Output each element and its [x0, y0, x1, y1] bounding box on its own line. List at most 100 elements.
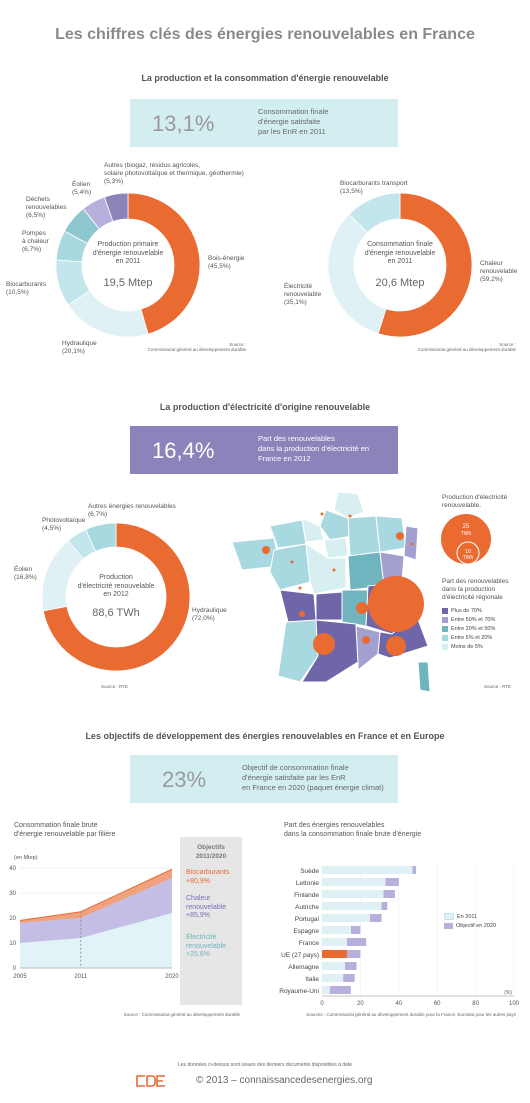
map-region-poitou [279, 589, 317, 623]
map-region-nord [333, 491, 365, 519]
bar-2011 [322, 914, 370, 922]
label-chaleur: Chaleur renouvelable (59,2%) [480, 260, 518, 283]
donut-1-center-title: Production primaire d'énergie renouvelabl… [92, 241, 164, 265]
bar-2011 [322, 962, 346, 970]
y-tick-label: 40 [9, 866, 16, 872]
map-region-champagne [347, 515, 381, 557]
x-tick-label: 80 [472, 1001, 479, 1007]
category-label: Suède [300, 868, 319, 875]
x-tick-label: 0 [320, 1001, 324, 1007]
category-label: Lettonie [296, 880, 320, 887]
donut-1-total: 19,5 Mtep [103, 277, 153, 289]
share-legend-item: Moins de 5% [442, 642, 495, 651]
bar-objective [329, 986, 351, 994]
area-series [20, 913, 172, 968]
cde-logo [136, 1074, 166, 1087]
objectives-panel: Objectifs 2011/2020 Biocarburants +80,9% C… [180, 837, 242, 1005]
bar-objective [385, 878, 399, 886]
label-hydraulique-elec: Hydraulique (72,0%) [192, 607, 227, 622]
svg-text:10: 10 [465, 549, 471, 555]
bar-legend: En 2011 Objectif en 2020 [444, 912, 496, 930]
y-tick-label: 0 [13, 966, 17, 972]
section-1-title: La production et la consommation d'énerg… [141, 73, 389, 83]
donut-electricity-production [41, 522, 191, 672]
x-tick-label: 2020 [165, 974, 179, 980]
donut-slice [327, 213, 387, 335]
map-bubble-south-west [313, 633, 335, 655]
donut-slice [42, 522, 191, 672]
share-legend-item: Entre 5% et 20% [442, 633, 495, 642]
banner-text: Consommation finale d'énergie satisfaite p… [258, 107, 329, 136]
bar-objective [370, 914, 382, 922]
bar-2011 [322, 866, 413, 874]
objective-electricite: Électricité renouvelable +25,6% [186, 934, 227, 958]
bar-2011 [322, 890, 384, 898]
label-dechets: Déchets renouvelables (6,5%) [26, 196, 67, 219]
map-region-ile-de-france [323, 537, 349, 559]
label-hydraulique: Hydraulique (20,1%) [62, 340, 97, 355]
source-donut-2: Source : Commissariat général au développ… [417, 342, 516, 352]
map-bubble-south-east [386, 636, 406, 656]
y-tick-label: 20 [9, 916, 16, 922]
section-3-title: Les objectifs de développement des énerg… [85, 731, 445, 741]
area-chart: 0 10 20 30 40 2005 2011 2020 [9, 866, 179, 980]
category-label: Autriche [295, 904, 319, 911]
bar-objective [346, 938, 367, 946]
objective-biocarburants: Biocarburants +80,9% [186, 869, 230, 885]
category-label: Portugal [295, 916, 320, 923]
map-bubble-bretagne [262, 546, 270, 554]
bar-objective [345, 962, 357, 970]
donut-2-total: 20,6 Mtep [375, 277, 425, 289]
bar-2011 [322, 926, 351, 934]
banner-value: 13,1% [152, 111, 215, 136]
objective-chaleur: Chaleur renouvelable +85,9% [186, 895, 227, 919]
svg-text:TWh: TWh [461, 531, 472, 537]
label-biocarburants: Biocarburants (10,5%) [6, 281, 47, 296]
bar-2011 [322, 950, 347, 958]
x-tick-label: 20 [357, 1001, 364, 1007]
map-bubble-ile-de-france [320, 512, 324, 516]
map-bubble-centre [332, 568, 336, 572]
map-bubble-alsace [410, 542, 414, 546]
section-2-title: La production d'électricité d'origine re… [159, 402, 371, 412]
map-bubble-large [368, 576, 424, 632]
banner-text: Part des renouvelables dans la production… [258, 434, 370, 463]
svg-text:25: 25 [463, 524, 470, 530]
map-region-pays-de-la-loire [269, 543, 311, 591]
banner-value: 23% [162, 767, 207, 792]
y-tick-label: 30 [9, 891, 16, 897]
donut-primary-production [55, 192, 201, 338]
footer-brand: © 2013 – connaissancedesenergies.org [196, 1075, 373, 1086]
footer-note: Les données ci-dessus sont issues des de… [178, 1062, 352, 1068]
bar-objective [412, 866, 417, 874]
map-region-languedoc [355, 625, 381, 672]
category-label: Italie [305, 976, 319, 983]
y-tick-label: 10 [9, 941, 16, 947]
area-series [20, 878, 172, 943]
bar-legend-item: Objectif en 2020 [444, 921, 496, 930]
bar-legend-item: En 2011 [444, 912, 496, 921]
section-2-banner: 16,4% Part des renouvelables dans la prod… [130, 426, 398, 474]
map-bubble-auvergne [356, 602, 368, 614]
map-bubble-lorraine [396, 532, 404, 540]
bar-2011 [322, 938, 347, 946]
label-autres-enr: Autres énergies renouvelables (6,7%) [88, 503, 176, 518]
donut-3-center-title: Production d'électricité renouvelable en 2… [77, 574, 155, 598]
donut-2-center-title: Consommation finale d'énergie renouvelabl… [364, 241, 436, 265]
donut-slice [85, 522, 117, 552]
map-region-limousin [315, 591, 343, 621]
bar-2011 [322, 902, 382, 910]
svg-text:TWh: TWh [463, 555, 474, 561]
map-region-aquitaine [277, 619, 319, 683]
section-3-banner: 23% Objectif de consommation finale d'éne… [130, 755, 398, 803]
map-bubble-pays-de-la-loire [290, 560, 294, 564]
map-region-corse [417, 661, 431, 693]
bar-objective [383, 890, 395, 898]
category-label: Finlande [294, 892, 319, 899]
page-title: Les chiffres clés des énergies renouvela… [55, 26, 475, 43]
bar-chart-title: Part des énergies renouvelables dans la c… [284, 822, 422, 838]
source-donut-3: Source : RTE [101, 684, 128, 689]
donut-final-consumption [327, 192, 473, 338]
bar-objective [350, 926, 361, 934]
category-label: France [299, 940, 320, 947]
